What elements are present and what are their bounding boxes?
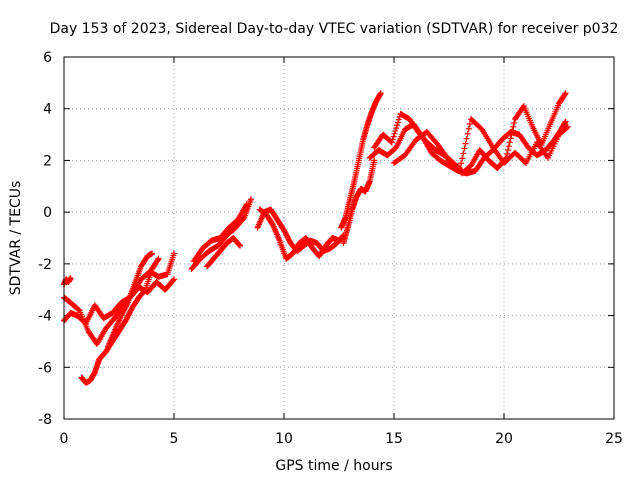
y-axis-label: SDTVAR / TECUs — [8, 181, 24, 296]
series-track-o — [391, 116, 571, 172]
data-point — [457, 165, 463, 172]
data-point — [171, 276, 177, 283]
x-tick-label: 15 — [385, 431, 403, 447]
y-tick-label: 0 — [43, 205, 52, 221]
data-point — [371, 157, 378, 164]
data-point — [171, 250, 177, 257]
data-point — [561, 91, 568, 98]
data-point — [461, 145, 468, 152]
data-point — [562, 118, 569, 125]
data-point — [395, 116, 402, 123]
data-point — [248, 196, 254, 203]
data-point — [388, 139, 395, 146]
data-point — [391, 130, 398, 137]
y-tick-label: 4 — [43, 102, 52, 118]
data-point — [392, 127, 399, 134]
data-point — [124, 300, 131, 307]
x-axis-label: GPS time / hours — [275, 458, 392, 474]
data-point — [507, 135, 514, 142]
data-point — [458, 160, 465, 167]
data-point — [394, 122, 401, 129]
data-point — [459, 155, 466, 162]
data-point — [377, 90, 384, 97]
x-tick-label: 0 — [60, 431, 69, 447]
data-point — [170, 277, 177, 284]
series-track-b — [61, 250, 177, 348]
series-track-e — [105, 250, 155, 350]
data-point — [562, 90, 569, 97]
data-point — [155, 255, 162, 262]
data-point — [67, 275, 74, 282]
data-point — [508, 131, 515, 138]
data-point — [393, 125, 400, 132]
x-tick-label: 25 — [605, 431, 623, 447]
data-point — [463, 135, 470, 142]
data-point — [506, 139, 513, 146]
y-tick-labels: -8 -6 -4 -2 0 2 4 6 — [38, 50, 52, 428]
y-tick-label: -6 — [38, 360, 52, 376]
series-track-g — [190, 201, 250, 265]
plot-frame — [63, 56, 615, 420]
data-points — [61, 90, 571, 386]
data-point — [149, 250, 155, 257]
x-tick-label: 10 — [275, 431, 293, 447]
series-track-l — [340, 157, 378, 247]
data-point — [236, 241, 243, 248]
data-point — [564, 123, 571, 130]
series-track-h — [204, 235, 243, 270]
data-point — [390, 133, 397, 140]
data-point — [237, 242, 243, 249]
x-tick-label: 20 — [495, 431, 513, 447]
data-point — [510, 123, 517, 130]
y-tick-label: 6 — [43, 50, 52, 66]
data-point — [460, 150, 467, 157]
data-point — [504, 150, 511, 157]
data-point — [464, 130, 471, 137]
x-tick-label: 5 — [170, 431, 179, 447]
y-tick-label: -2 — [38, 257, 52, 273]
data-point — [511, 119, 518, 126]
data-point — [505, 143, 512, 150]
data-point — [465, 125, 472, 132]
data-point — [466, 120, 473, 127]
data-point — [394, 119, 401, 126]
data-point — [563, 124, 570, 131]
data-point — [504, 147, 511, 154]
chart-title: Day 153 of 2023, Sidereal Day-to-day VTE… — [50, 21, 619, 37]
series-track-n — [371, 90, 569, 177]
y-tick-label: 2 — [43, 153, 52, 169]
data-point — [455, 164, 462, 171]
data-point — [336, 237, 342, 244]
grid-lines — [64, 57, 614, 419]
x-tick-labels: 0 5 10 15 20 25 — [60, 431, 623, 447]
series-track-j — [256, 206, 342, 262]
data-point — [243, 201, 250, 208]
series-track-d — [78, 255, 162, 386]
y-tick-label: -4 — [38, 309, 52, 325]
data-point — [389, 136, 396, 143]
data-point — [462, 140, 469, 147]
data-point — [154, 256, 161, 263]
data-point — [509, 127, 516, 134]
data-point — [141, 287, 148, 294]
y-tick-label: -8 — [38, 412, 52, 428]
